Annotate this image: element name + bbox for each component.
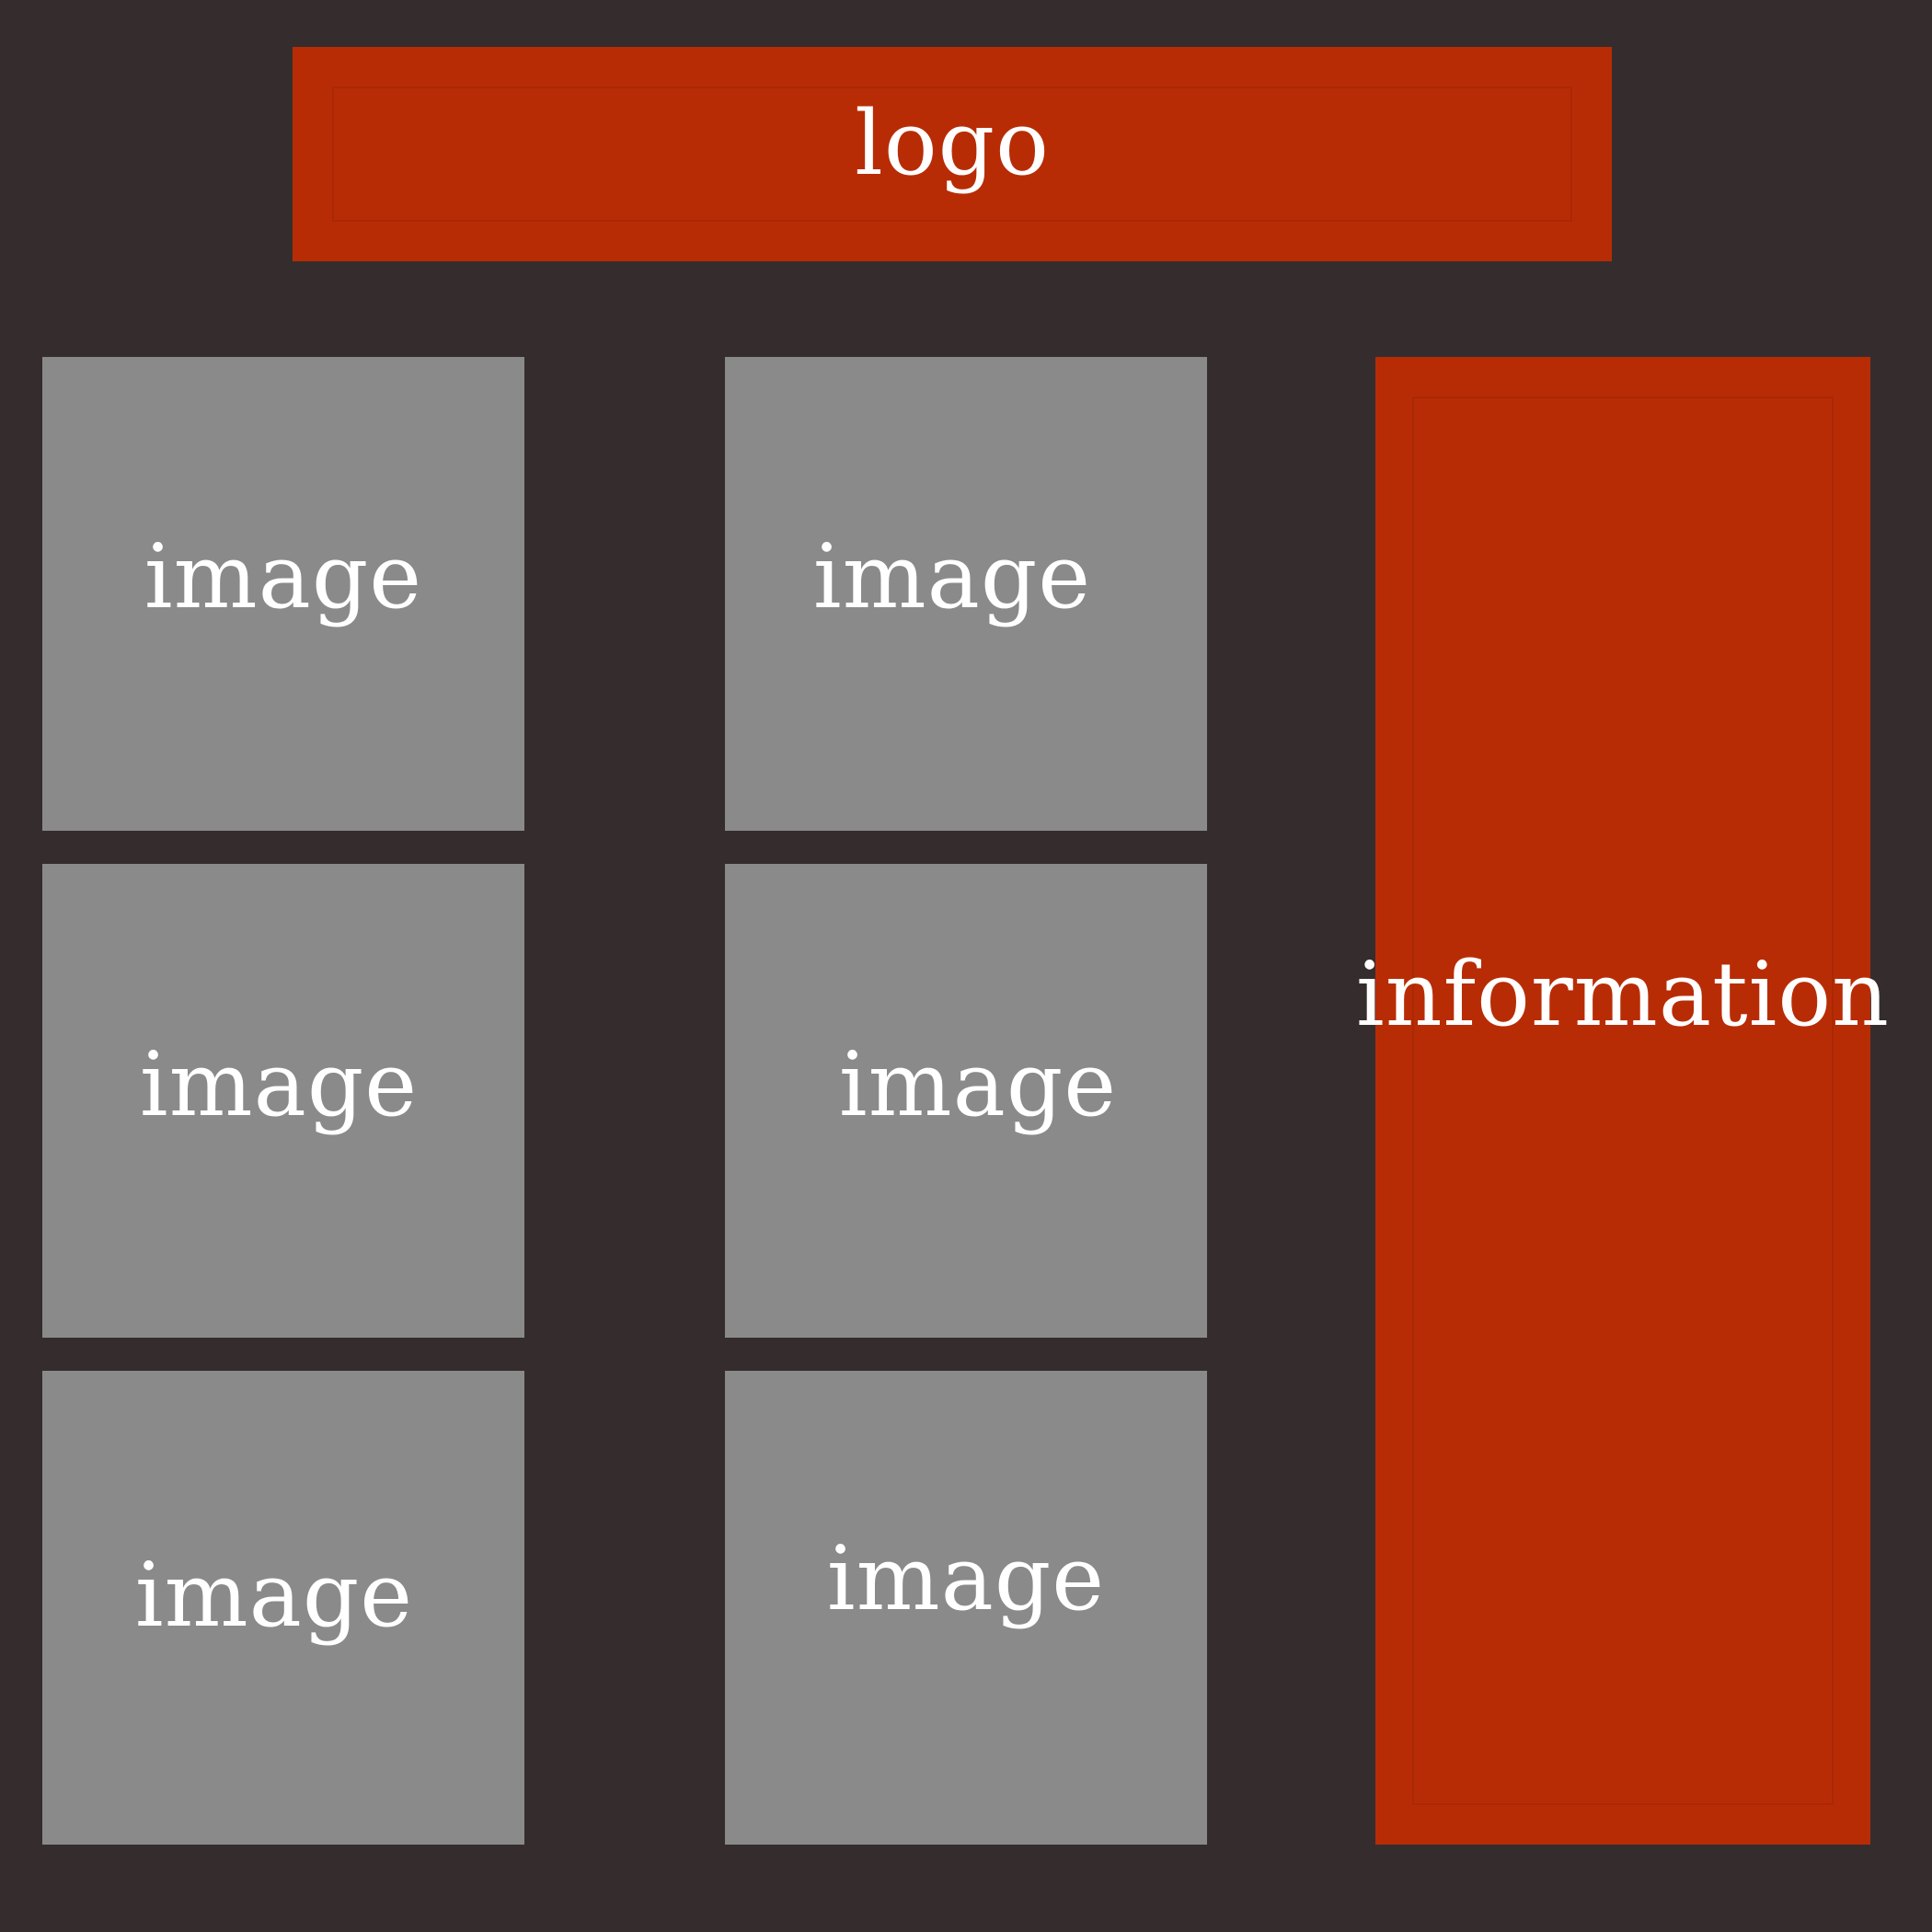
- image-tile[interactable]: image: [42, 864, 524, 1338]
- image-tile[interactable]: image: [42, 357, 524, 831]
- information-panel[interactable]: information: [1356, 357, 1889, 1845]
- image-tile-label: image: [812, 524, 1092, 628]
- image-tile[interactable]: image: [725, 357, 1207, 831]
- logo-block[interactable]: logo: [293, 47, 1612, 261]
- image-tile-label: image: [838, 1032, 1118, 1136]
- logo-label: logo: [855, 91, 1050, 195]
- image-tile-label: image: [139, 1032, 419, 1136]
- information-label: information: [1356, 942, 1890, 1046]
- information-inner-frame: [1412, 397, 1834, 1805]
- image-tile[interactable]: image: [725, 864, 1207, 1338]
- image-tile[interactable]: image: [725, 1371, 1207, 1845]
- image-tile-label: image: [134, 1543, 414, 1647]
- image-tile-label: image: [826, 1526, 1106, 1630]
- image-tile[interactable]: image: [42, 1371, 524, 1845]
- image-tile-label: image: [144, 524, 423, 628]
